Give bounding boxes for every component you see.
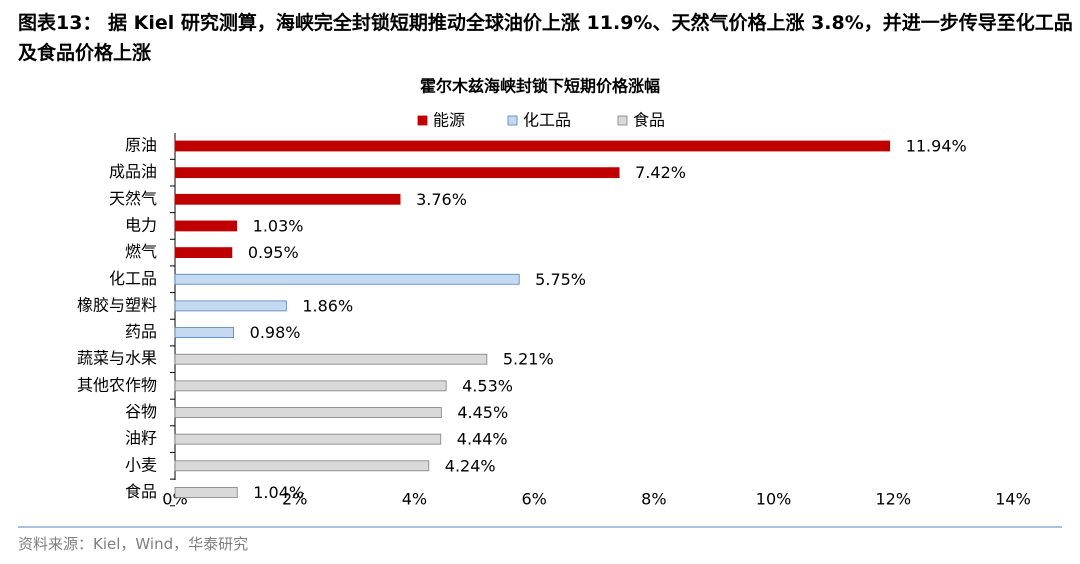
value-label: 1.03%: [253, 216, 304, 235]
bar: [174, 247, 233, 259]
y-tick-label: 橡胶与塑料: [77, 295, 157, 314]
bar: [174, 300, 287, 312]
legend-label: 能源: [433, 111, 465, 130]
y-tick-label: 天然气: [109, 189, 157, 208]
x-tick-label: 8%: [641, 490, 666, 509]
value-label: 3.76%: [416, 190, 467, 209]
chart-title: 霍尔木兹海峡封锁下短期价格涨幅: [420, 77, 660, 96]
y-tick-label: 油籽: [125, 429, 157, 448]
bar: [174, 433, 442, 445]
value-label: 4.45%: [457, 403, 508, 422]
bar: [174, 193, 401, 205]
x-tick-label: 4%: [402, 490, 427, 509]
value-label: 7.42%: [635, 163, 686, 182]
x-tick-label: 2%: [282, 490, 307, 509]
value-label: 0.95%: [248, 243, 299, 262]
y-tick-label: 其他农作物: [77, 375, 157, 394]
y-tick-label: 食品: [125, 482, 157, 501]
value-label: 11.94%: [906, 137, 967, 156]
bar: [174, 353, 488, 365]
y-tick-label: 化工品: [109, 269, 157, 288]
value-label: 5.21%: [503, 350, 554, 369]
value-label: 4.53%: [462, 376, 513, 395]
value-label: 5.75%: [535, 270, 586, 289]
y-tick-label: 蔬菜与水果: [77, 349, 157, 368]
y-tick-label: 小麦: [125, 455, 157, 474]
bar: [174, 167, 620, 179]
y-tick-label: 原油: [125, 136, 157, 155]
bar: [174, 327, 235, 338]
legend-swatch: [417, 115, 428, 126]
y-tick-label: 电力: [125, 215, 157, 234]
value-label: 4.24%: [445, 456, 496, 475]
x-tick-label: 12%: [876, 490, 912, 509]
y-tick-label: 谷物: [125, 402, 157, 421]
bar: [174, 140, 891, 152]
x-tick-label: 14%: [995, 490, 1031, 509]
legend-label: 化工品: [523, 111, 571, 130]
legend-swatch: [507, 115, 518, 126]
bar: [174, 380, 447, 392]
value-label: 1.04%: [253, 483, 304, 502]
x-tick-label: 6%: [521, 490, 546, 509]
bar: [174, 487, 238, 498]
value-label: 1.86%: [302, 296, 353, 315]
legend-swatch: [617, 115, 628, 126]
y-tick-label: 燃气: [125, 242, 157, 261]
header-title: 图表13： 据 Kiel 研究测算，海峡完全封锁短期推动全球油价上涨 11.9%…: [18, 12, 1073, 64]
bar: [174, 407, 442, 418]
bar: [174, 460, 430, 472]
value-label: 0.98%: [250, 323, 301, 342]
bar: [174, 220, 238, 232]
value-label: 4.44%: [457, 430, 508, 449]
x-tick-label: 10%: [756, 490, 792, 509]
legend-label: 食品: [633, 111, 665, 130]
y-tick-label: 成品油: [109, 162, 157, 181]
source: 资料来源：Kiel，Wind，华泰研究: [18, 535, 249, 553]
y-tick-label: 药品: [125, 322, 157, 341]
bar: [174, 273, 520, 285]
